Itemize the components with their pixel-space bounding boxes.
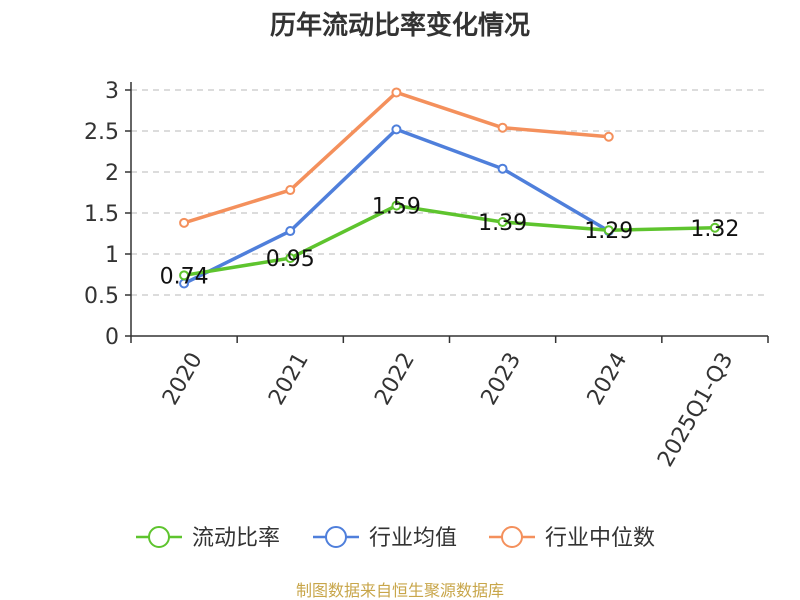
- data-point: [391, 87, 402, 98]
- data-point: [603, 225, 614, 236]
- source-note: 制图数据来自恒生聚源数据库: [296, 581, 504, 600]
- legend: 流动比率 行业均值 行业中位数: [136, 526, 655, 551]
- x-tick-label: 2023: [477, 349, 527, 410]
- data-point: [179, 270, 190, 281]
- x-tick-label: 2024: [583, 349, 633, 410]
- data-point: [603, 131, 614, 142]
- legend-swatch-marker: [148, 526, 170, 548]
- chart-title: 历年流动比率变化情况: [270, 10, 530, 41]
- y-tick-label: 1.5: [84, 202, 119, 227]
- data-point: [391, 200, 402, 211]
- data-label: 1.39: [478, 211, 527, 236]
- data-point: [285, 226, 296, 237]
- y-tick-label: 0: [105, 325, 119, 350]
- data-label: 1.29: [584, 219, 633, 244]
- x-tick-label: 2021: [264, 349, 314, 410]
- legend-swatch-marker: [325, 526, 347, 548]
- data-label: 1.32: [690, 217, 739, 242]
- y-tick-label: 2.5: [84, 120, 119, 145]
- legend-label: 流动比率: [192, 526, 280, 551]
- series-layer: [179, 87, 720, 289]
- data-point: [497, 217, 508, 228]
- data-point: [285, 185, 296, 196]
- y-tick-label: 3: [105, 79, 119, 104]
- data-label: 0.95: [266, 247, 315, 272]
- data-point: [179, 217, 190, 228]
- series-line-0: [183, 203, 715, 278]
- y-tick-label: 1: [105, 243, 119, 268]
- x-tick-label: 2020: [158, 349, 208, 410]
- data-label: 0.74: [160, 264, 209, 289]
- data-labels: 0.74 0.95 1.59 1.39 1.29 1.32: [160, 195, 740, 290]
- legend-swatch-marker: [501, 526, 523, 548]
- data-point: [497, 163, 508, 174]
- data-point: [391, 124, 402, 135]
- data-point: [497, 122, 508, 133]
- y-tick-label: 0.5: [84, 284, 119, 309]
- data-label: 1.59: [372, 195, 421, 220]
- grid-lines: [131, 89, 768, 296]
- data-point: [709, 222, 720, 233]
- x-tick-label: 2025Q1-Q3: [653, 349, 738, 472]
- legend-label: 行业中位数: [545, 526, 655, 551]
- y-tick-label: 2: [105, 161, 119, 186]
- legend-label: 行业均值: [369, 526, 457, 551]
- x-tick-label: 2022: [370, 349, 420, 410]
- data-point: [285, 253, 296, 264]
